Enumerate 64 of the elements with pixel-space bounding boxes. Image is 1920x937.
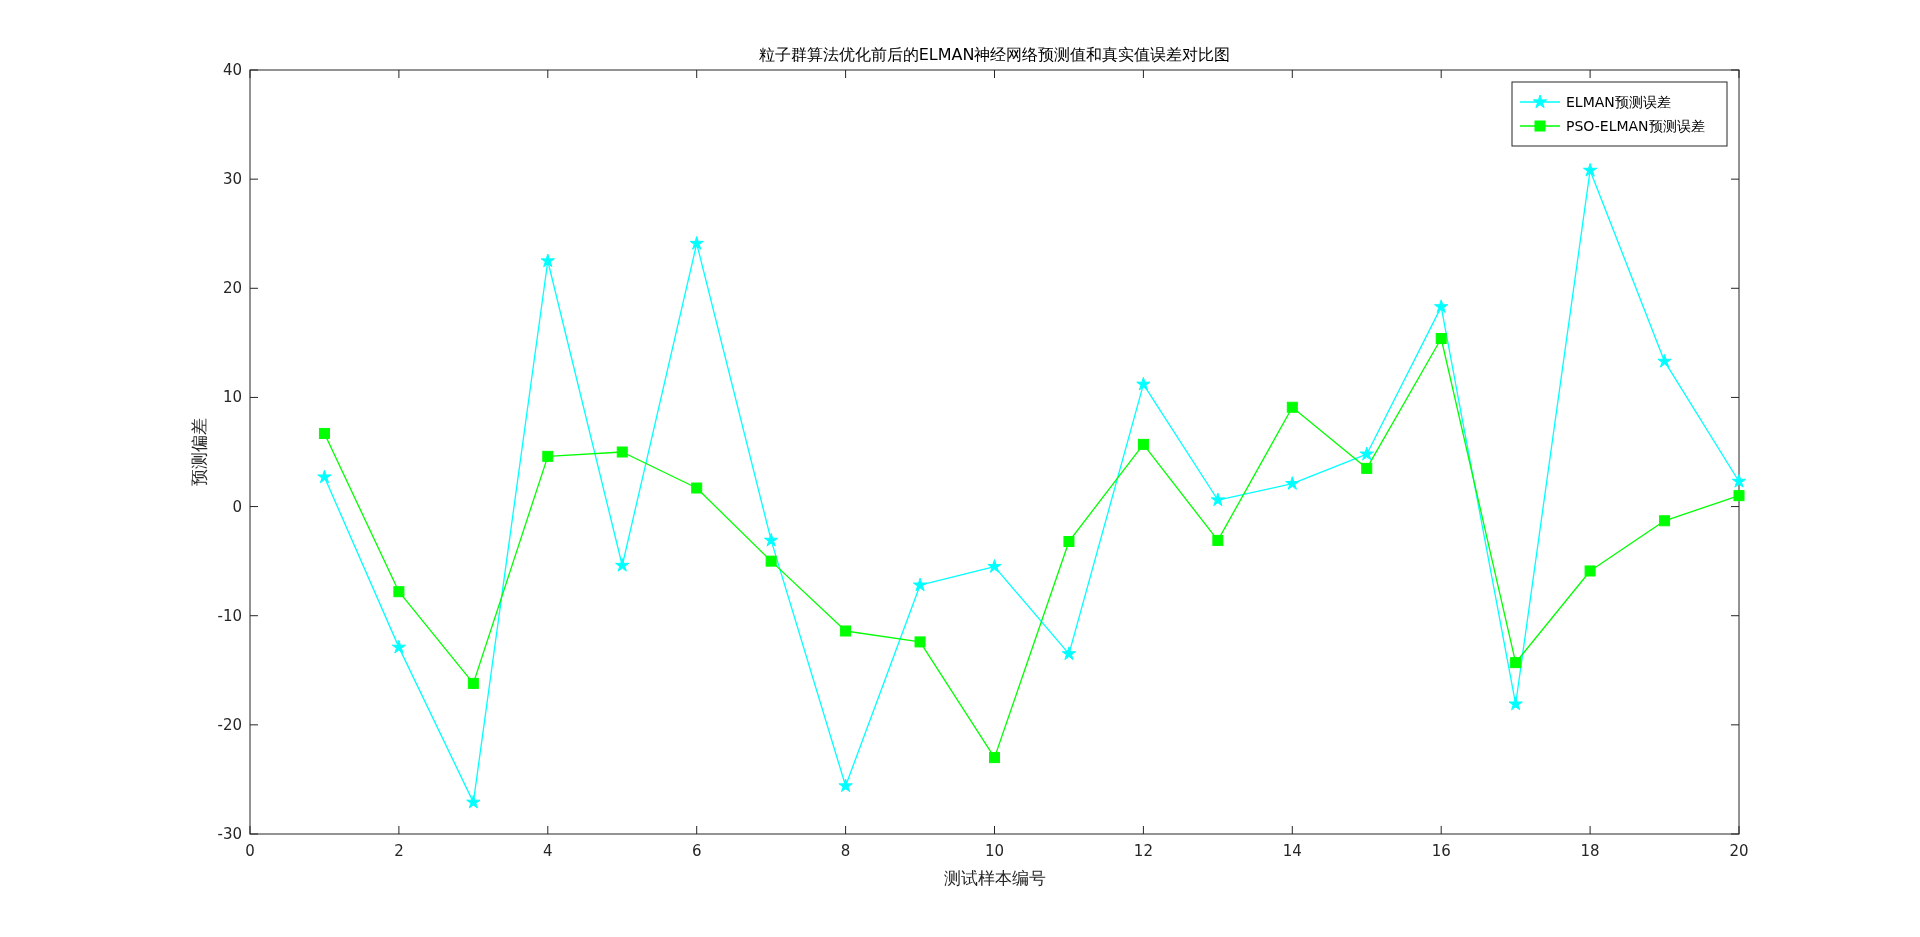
point	[1657, 353, 1672, 368]
point	[691, 482, 703, 494]
y-axis-title: 预测偏差	[189, 418, 209, 486]
point	[1137, 438, 1149, 450]
point	[1361, 462, 1373, 474]
x-tick-label: 12	[1133, 842, 1153, 860]
point	[616, 446, 628, 458]
point	[912, 577, 928, 592]
chart-title: 粒子群算法优化前后的ELMAN神经网络预测值和真实值误差对比图	[758, 45, 1231, 64]
x-tick-label: 0	[245, 842, 255, 860]
x-tick-label: 4	[543, 842, 553, 860]
point	[318, 427, 330, 439]
point	[1733, 490, 1745, 502]
point	[1212, 534, 1224, 546]
point	[689, 236, 704, 250]
x-tick-label: 18	[1580, 842, 1600, 860]
y-tick-label: -20	[217, 715, 242, 734]
point	[542, 450, 554, 462]
point	[540, 253, 555, 268]
x-tick-label: 20	[1729, 842, 1749, 860]
point	[1285, 476, 1300, 490]
x-tick-label: 8	[840, 842, 851, 860]
point	[763, 532, 779, 547]
x-tick-label: 10	[984, 842, 1005, 860]
legend-label: ELMAN预测误差	[1566, 94, 1671, 110]
point	[1582, 162, 1598, 177]
point	[615, 558, 630, 572]
y-tick-label: -10	[217, 606, 242, 625]
point	[317, 469, 332, 484]
point	[1063, 536, 1075, 547]
point	[1136, 376, 1151, 391]
y-tick-label: -30	[217, 825, 242, 843]
point	[1508, 696, 1523, 711]
point	[914, 636, 926, 648]
point	[1731, 473, 1747, 488]
point	[838, 778, 853, 793]
x-tick-label: 2	[394, 842, 404, 860]
point	[1061, 646, 1077, 661]
point	[467, 677, 479, 689]
point	[1286, 401, 1298, 413]
point	[765, 555, 777, 567]
point	[1435, 332, 1447, 344]
y-tick-label: 20	[222, 279, 242, 298]
point	[1584, 565, 1596, 577]
point	[989, 752, 1000, 764]
point	[1659, 515, 1671, 527]
x-tick-label: 6	[691, 842, 702, 860]
point	[1434, 299, 1449, 313]
y-tick-label: 10	[222, 388, 242, 407]
point	[1359, 446, 1374, 461]
point	[840, 625, 852, 637]
point	[987, 559, 1002, 573]
point	[466, 794, 481, 809]
x-tick-label: 14	[1282, 842, 1302, 860]
point	[1210, 492, 1226, 507]
y-tick-label: 0	[232, 497, 242, 516]
y-tick-label: 30	[222, 170, 242, 189]
point	[1510, 657, 1522, 669]
y-tick-label: 40	[222, 61, 242, 79]
point	[393, 586, 405, 598]
x-tick-label: 16	[1431, 842, 1451, 860]
x-axis-title: 测试样本编号	[943, 868, 1046, 888]
legend-label: PSO-ELMAN预测误差	[1566, 118, 1705, 134]
point	[391, 639, 407, 654]
